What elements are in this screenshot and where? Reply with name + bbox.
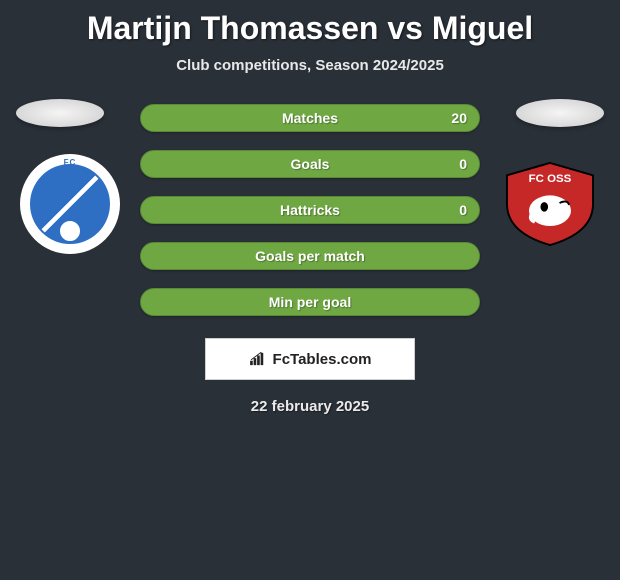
stat-row-matches: Matches 20: [140, 104, 480, 132]
chart-icon: [249, 352, 267, 366]
brand-text: FcTables.com: [273, 351, 372, 368]
stat-row-goals-per-match: Goals per match: [140, 242, 480, 270]
subtitle: Club competitions, Season 2024/2025: [0, 57, 620, 74]
eindhoven-logo-icon: FC: [20, 154, 120, 254]
stat-row-min-per-goal: Min per goal: [140, 288, 480, 316]
oss-logo-icon: FC OSS: [502, 161, 598, 247]
stat-label: Hattricks: [280, 202, 340, 218]
stat-label: Goals per match: [255, 248, 365, 264]
stats-area: FC FC OSS Matches 20: [0, 104, 620, 415]
stat-label: Goals: [291, 156, 330, 172]
stat-rows: Matches 20 Goals 0 Hattricks 0 Goals per…: [140, 104, 480, 316]
stat-row-goals: Goals 0: [140, 150, 480, 178]
brand-box[interactable]: FcTables.com: [205, 338, 415, 380]
stat-label: Matches: [282, 110, 338, 126]
svg-text:FC OSS: FC OSS: [529, 173, 572, 185]
club-logo-left: FC: [20, 154, 120, 254]
date-line: 22 february 2025: [0, 398, 620, 415]
player-avatar-left: [16, 99, 104, 127]
stat-right-value: 0: [459, 202, 467, 218]
page-title: Martijn Thomassen vs Miguel: [0, 0, 620, 47]
stat-row-hattricks: Hattricks 0: [140, 196, 480, 224]
club-logo-right: FC OSS: [500, 154, 600, 254]
stat-label: Min per goal: [269, 294, 351, 310]
infographic-container: Martijn Thomassen vs Miguel Club competi…: [0, 0, 620, 415]
stat-right-value: 0: [459, 156, 467, 172]
player-avatar-right: [516, 99, 604, 127]
stat-right-value: 20: [451, 110, 467, 126]
